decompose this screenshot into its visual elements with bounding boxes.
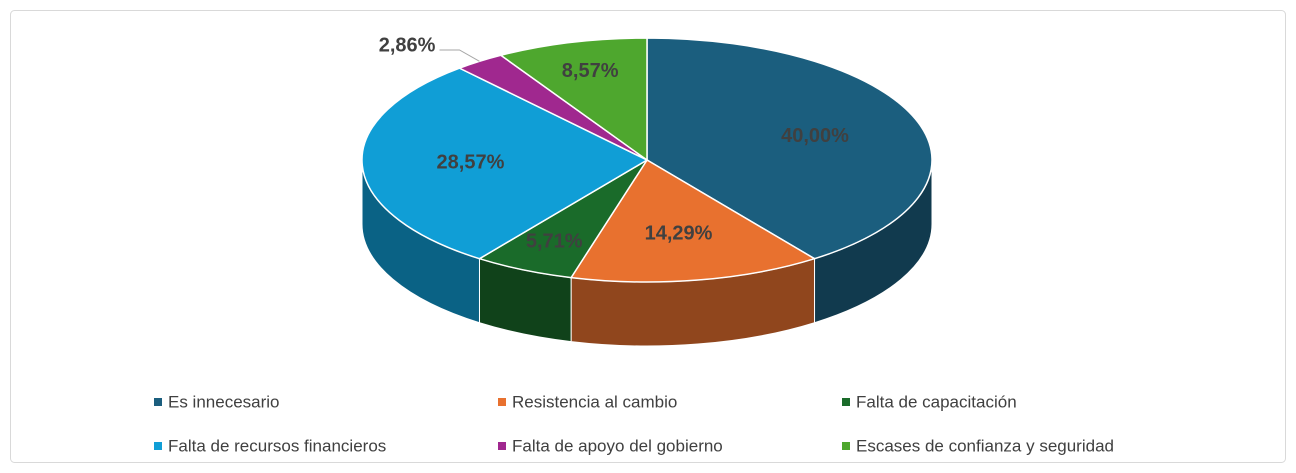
legend-swatch — [154, 398, 162, 406]
legend-label: Falta de apoyo del gobierno — [512, 436, 723, 455]
legend-label: Falta de capacitación — [856, 392, 1017, 411]
legend-label: Falta de recursos financieros — [168, 436, 386, 455]
data-label: 40,00% — [781, 125, 849, 147]
legend-swatch — [498, 398, 506, 406]
legend-swatch — [842, 398, 850, 406]
legend-label: Resistencia al cambio — [512, 392, 677, 411]
legend-swatch — [842, 442, 850, 450]
pie-slice — [646, 37, 933, 260]
data-label: 5,71% — [526, 231, 583, 253]
pie-sides — [361, 159, 933, 347]
legend-swatch — [154, 442, 162, 450]
leader-line — [439, 49, 480, 62]
data-label: 28,57% — [437, 152, 505, 174]
legend-swatch — [498, 442, 506, 450]
pie-tops — [361, 37, 933, 283]
data-labels: 40,00% 14,29% 5,71% 28,57% 2,86% 8,57% — [379, 34, 849, 252]
legend-label: Es innecesario — [168, 392, 280, 411]
pie-slice — [361, 67, 649, 260]
data-label: 14,29% — [645, 223, 713, 245]
pie-slice — [499, 37, 648, 162]
legend-label: Escases de confianza y seguridad — [856, 436, 1114, 455]
data-label: 2,86% — [379, 34, 436, 56]
pie-slice — [569, 158, 817, 283]
data-label: 8,57% — [562, 60, 619, 82]
legend: Es innecesario Resistencia al cambio Falta… — [154, 392, 1114, 455]
